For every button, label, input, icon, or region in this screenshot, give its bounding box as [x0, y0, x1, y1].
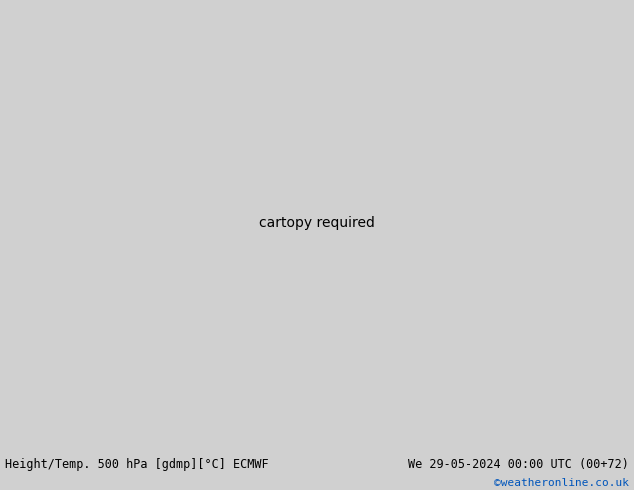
Text: cartopy required: cartopy required — [259, 216, 375, 230]
Text: Height/Temp. 500 hPa [gdmp][°C] ECMWF: Height/Temp. 500 hPa [gdmp][°C] ECMWF — [5, 458, 269, 471]
Text: We 29-05-2024 00:00 UTC (00+72): We 29-05-2024 00:00 UTC (00+72) — [408, 458, 629, 471]
Text: ©weatheronline.co.uk: ©weatheronline.co.uk — [494, 478, 629, 488]
